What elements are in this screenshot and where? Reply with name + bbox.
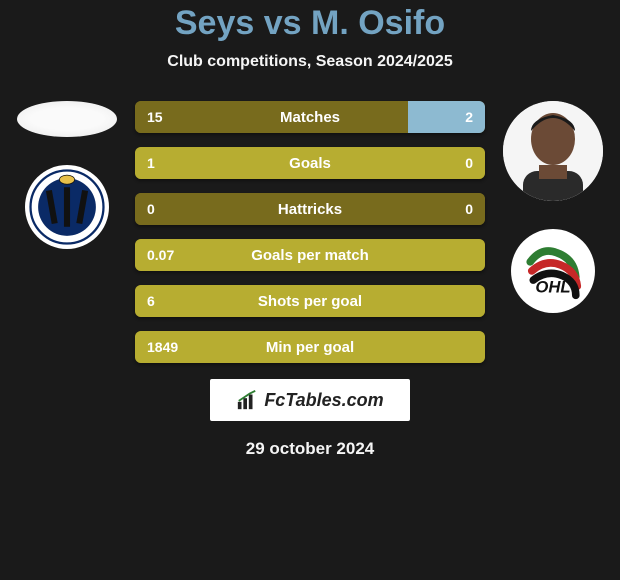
player1-avatar <box>17 101 117 137</box>
date-line: 29 october 2024 <box>246 439 375 459</box>
stat-label: Shots per goal <box>258 293 362 310</box>
stat-label: Hattricks <box>278 201 342 218</box>
stat-label: Matches <box>280 109 340 126</box>
stat-left-value: 0.07 <box>147 247 174 263</box>
left-column <box>17 101 117 249</box>
club-brugge-icon <box>29 169 105 245</box>
player2-avatar <box>503 101 603 201</box>
stats-column: 15 2 Matches 1 0 Goals 0 0 Hattricks 0.07 Goals pe… <box>135 101 485 363</box>
stat-bar-left-fill <box>135 101 408 133</box>
brand-box[interactable]: FcTables.com <box>210 379 409 421</box>
stat-bar-right-fill <box>408 101 485 133</box>
title-player2: M. Osifo <box>311 4 445 42</box>
player1-club-logo <box>25 165 109 249</box>
stat-right-value: 2 <box>465 109 473 125</box>
page-title: Seys vs M. Osifo <box>175 4 445 43</box>
stat-bar: 15 2 Matches <box>135 101 485 133</box>
stat-label: Min per goal <box>266 339 354 356</box>
player2-club-logo: OHL <box>511 229 595 313</box>
title-vs: vs <box>264 4 302 42</box>
svg-text:OHL: OHL <box>535 277 570 296</box>
stat-bar: 1 0 Goals <box>135 147 485 179</box>
stat-right-value: 0 <box>465 201 473 217</box>
stat-label: Goals <box>289 155 331 172</box>
stat-left-value: 0 <box>147 201 155 217</box>
stat-left-value: 1 <box>147 155 155 171</box>
stat-left-value: 15 <box>147 109 163 125</box>
stat-bar: 1849 Min per goal <box>135 331 485 363</box>
comparison-card: Seys vs M. Osifo Club competitions, Seas… <box>0 0 620 580</box>
subtitle: Club competitions, Season 2024/2025 <box>167 53 452 71</box>
ohl-club-icon: OHL <box>515 233 591 309</box>
stat-bar: 6 Shots per goal <box>135 285 485 317</box>
right-column: OHL <box>503 101 603 313</box>
stat-label: Goals per match <box>251 247 369 264</box>
stat-right-value: 0 <box>465 155 473 171</box>
stat-bar: 0.07 Goals per match <box>135 239 485 271</box>
stat-left-value: 1849 <box>147 339 178 355</box>
title-player1: Seys <box>175 4 254 42</box>
stat-bar: 0 0 Hattricks <box>135 193 485 225</box>
person-silhouette-icon <box>503 101 603 201</box>
brand-text: FcTables.com <box>264 390 383 411</box>
main-row: 15 2 Matches 1 0 Goals 0 0 Hattricks 0.07 Goals pe… <box>0 101 620 363</box>
stat-left-value: 6 <box>147 293 155 309</box>
brand-logo-icon <box>236 389 258 411</box>
